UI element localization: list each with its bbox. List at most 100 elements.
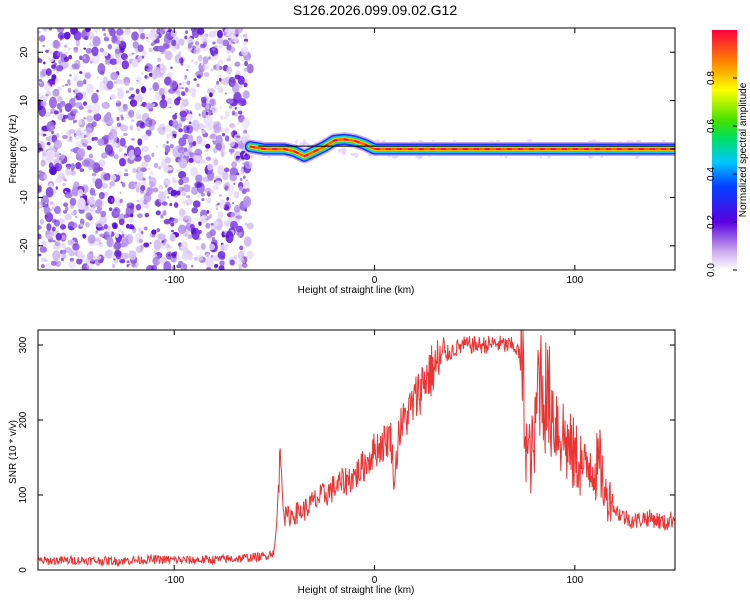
- noise-blob: [110, 54, 115, 59]
- noise-blob: [156, 28, 161, 35]
- noise-blob: [226, 57, 232, 62]
- noise-blob: [64, 190, 67, 193]
- noise-blob: [103, 223, 108, 230]
- noise-blob: [95, 220, 104, 228]
- noise-blob: [93, 193, 97, 197]
- noise-blob: [178, 137, 187, 147]
- noise-blob: [210, 189, 214, 194]
- noise-blob: [38, 30, 41, 34]
- noise-blob: [233, 182, 236, 185]
- noise-blob: [88, 42, 92, 47]
- noise-blob: [208, 109, 213, 116]
- noise-blob: [223, 31, 227, 36]
- noise-blob: [140, 86, 147, 94]
- colorbar-label: Normalized spectral amplitude: [738, 82, 749, 217]
- noise-blob: [161, 99, 165, 104]
- noise-blob: [132, 167, 137, 174]
- noise-blob: [76, 80, 84, 88]
- noise-blob: [120, 116, 124, 121]
- noise-blob: [63, 61, 69, 68]
- noise-blob: [64, 45, 68, 49]
- noise-blob: [113, 153, 119, 160]
- noise-blob: [158, 254, 161, 258]
- noise-blob: [204, 187, 212, 194]
- noise-blob: [72, 243, 80, 251]
- noise-blob: [199, 43, 206, 49]
- noise-blob: [177, 147, 186, 154]
- noise-blob: [38, 202, 42, 208]
- noise-blob: [236, 215, 243, 220]
- noise-blob: [138, 198, 145, 206]
- noise-blob: [218, 123, 222, 128]
- noise-blob: [54, 241, 60, 247]
- noise-blob: [219, 260, 225, 267]
- noise-blob: [89, 187, 96, 196]
- spectrogram-ytick-label: -10: [19, 190, 30, 205]
- noise-blob: [70, 28, 78, 35]
- noise-blob: [197, 54, 203, 62]
- noise-blob: [182, 200, 186, 205]
- noise-blob: [92, 35, 101, 47]
- noise-blob: [98, 159, 106, 167]
- noise-blob: [229, 259, 235, 266]
- noise-blob: [82, 233, 85, 237]
- noise-blob: [109, 133, 118, 144]
- noise-blob: [155, 210, 161, 216]
- noise-blob: [39, 246, 48, 253]
- noise-blob: [118, 218, 125, 226]
- noise-blob: [153, 239, 162, 251]
- noise-blob: [75, 39, 81, 47]
- noise-blob: [109, 181, 116, 187]
- noise-blob: [179, 82, 182, 86]
- noise-blob: [79, 223, 84, 227]
- noise-blob: [44, 82, 51, 92]
- noise-blob: [230, 131, 234, 136]
- noise-blob: [56, 51, 63, 57]
- noise-blob: [184, 151, 189, 157]
- noise-blob: [208, 56, 211, 60]
- noise-blob: [119, 191, 122, 194]
- noise-blob: [223, 184, 226, 186]
- noise-blob: [74, 215, 78, 218]
- noise-blob: [85, 221, 90, 228]
- noise-blob: [143, 226, 148, 231]
- noise-blob: [121, 182, 126, 188]
- noise-blob: [53, 205, 61, 215]
- noise-blob: [232, 202, 235, 205]
- noise-blob: [114, 208, 118, 212]
- noise-blob: [90, 238, 94, 243]
- noise-blob: [87, 109, 93, 114]
- noise-blob: [85, 48, 93, 54]
- noise-blob: [152, 82, 160, 92]
- noise-blob: [206, 210, 210, 214]
- noise-blob: [59, 249, 63, 255]
- noise-blob: [169, 143, 174, 149]
- noise-blob: [39, 70, 46, 78]
- noise-blob: [85, 212, 92, 220]
- noise-blob: [63, 56, 69, 62]
- snr-xlabel: Height of straight line (km): [298, 585, 415, 596]
- noise-blob: [243, 236, 252, 247]
- noise-blob: [96, 89, 99, 93]
- noise-blob: [116, 99, 120, 104]
- noise-blob: [239, 97, 247, 105]
- noise-blob: [40, 159, 46, 167]
- noise-blob: [86, 31, 95, 40]
- noise-blob: [111, 263, 116, 268]
- noise-blob: [186, 80, 191, 85]
- noise-blob: [71, 211, 76, 216]
- noise-blob: [91, 137, 95, 142]
- noise-blob: [131, 137, 135, 141]
- noise-blob: [168, 166, 174, 171]
- noise-blob: [97, 167, 104, 172]
- noise-blob: [73, 61, 77, 64]
- noise-blob: [113, 243, 118, 249]
- noise-blob: [223, 151, 227, 154]
- noise-blob: [64, 168, 71, 176]
- noise-blob: [176, 169, 180, 173]
- noise-blob: [112, 142, 119, 148]
- noise-blob: [56, 155, 65, 162]
- noise-blob: [174, 54, 182, 64]
- noise-blob: [208, 31, 217, 38]
- noise-blob: [180, 241, 188, 251]
